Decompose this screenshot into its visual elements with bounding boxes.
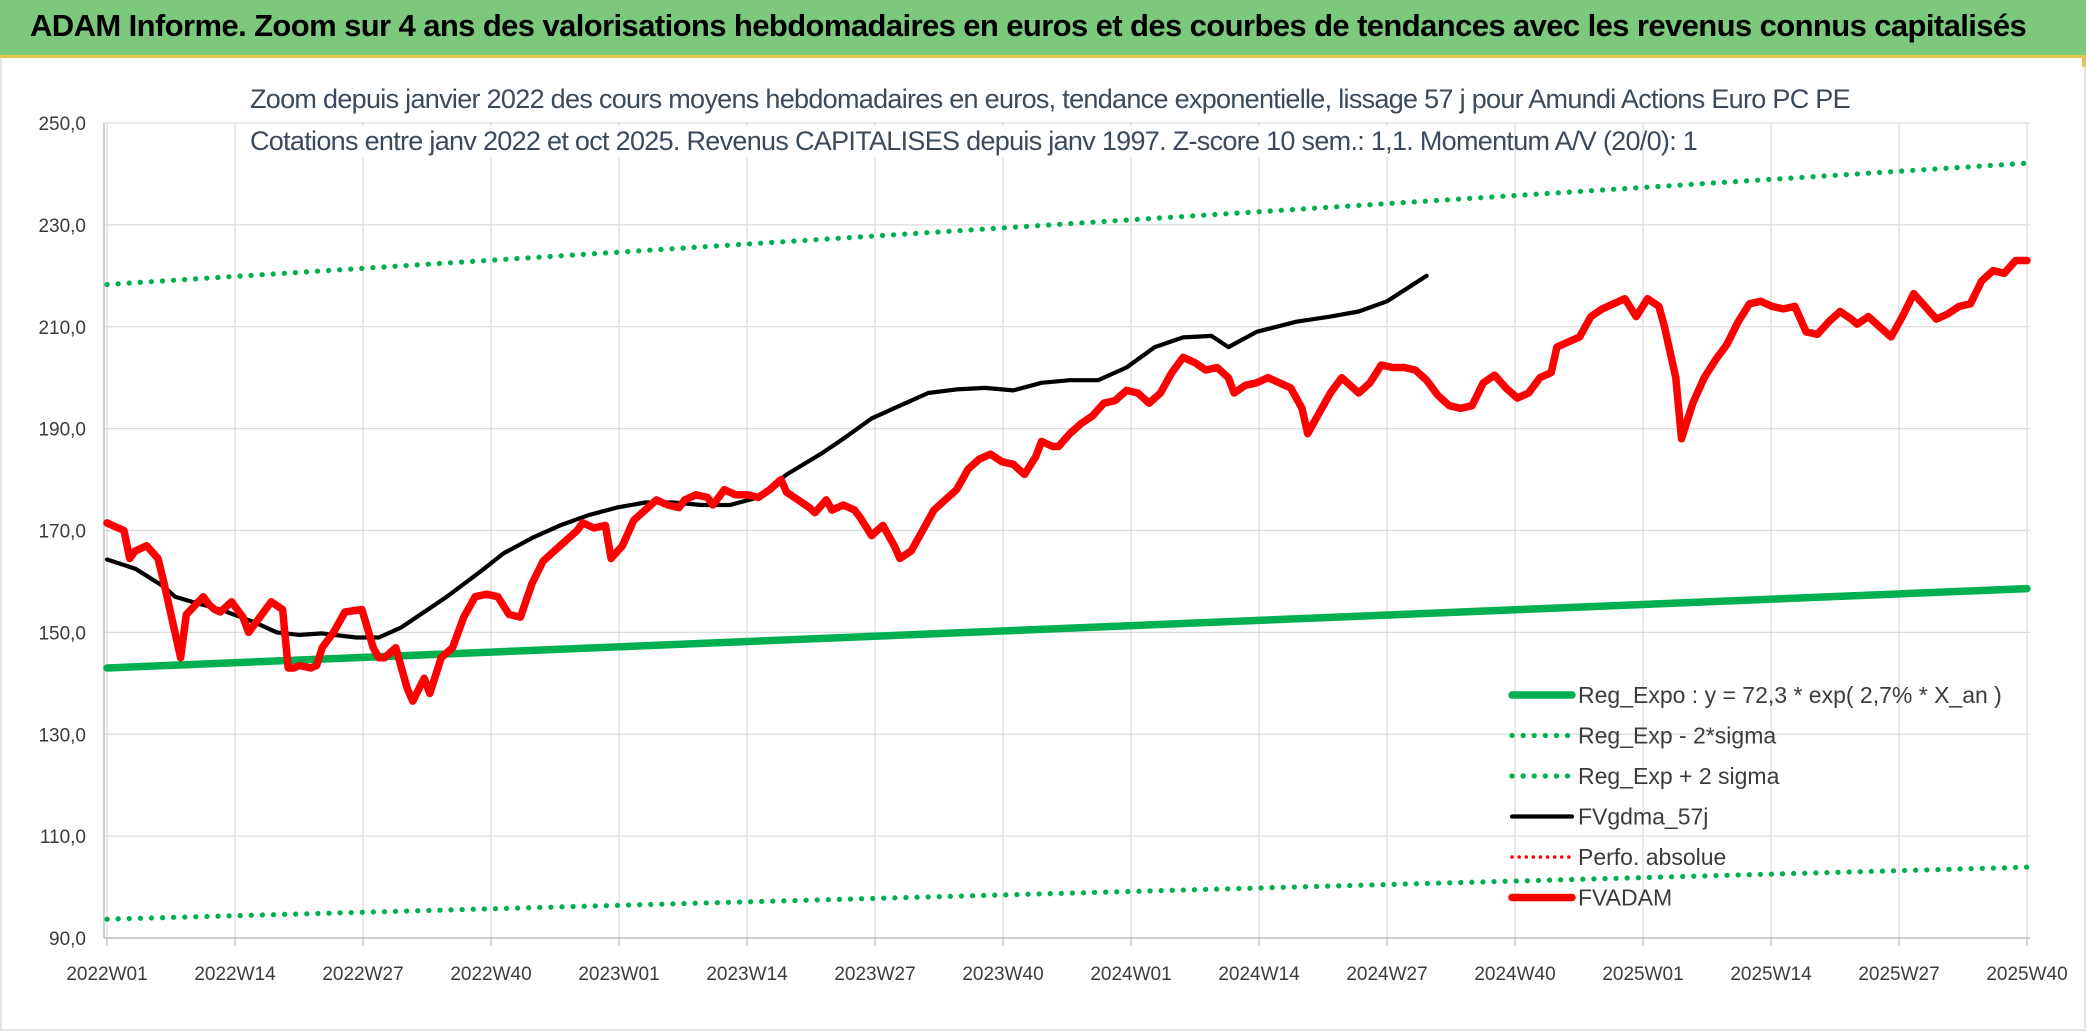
- legend-label: FVgdma_57j: [1578, 804, 1708, 830]
- fvgdma-57j-line: [104, 273, 1429, 640]
- fvadam-line: [103, 256, 2031, 705]
- x-tick-label: 2023W40: [962, 964, 1043, 985]
- axes: 90,0 110,0 130,0 150,0 170,0 190,0 210,0 230,0 2…: [38, 114, 2067, 985]
- y-tick-label: 190,0: [38, 420, 86, 441]
- y-tick-label: 110,0: [40, 827, 86, 848]
- x-tick-label: 2025W14: [1730, 964, 1812, 985]
- y-tick-label: 210,0: [38, 318, 86, 339]
- y-tick-label: 150,0: [38, 623, 86, 644]
- reg-expo-line: [103, 584, 2031, 672]
- y-tick-label: 170,0: [38, 522, 86, 543]
- x-tick-label: 2025W01: [1602, 964, 1683, 985]
- chart-title: Zoom depuis janvier 2022 des cours moyen…: [250, 84, 1851, 115]
- x-tick-label: 2023W01: [578, 964, 659, 985]
- y-tick-label: 230,0: [38, 216, 86, 237]
- legend-label: FVADAM: [1578, 885, 1672, 911]
- x-tick-label: 2022W27: [322, 964, 403, 985]
- x-tick-label: 2025W40: [1986, 964, 2067, 985]
- series-layer: [103, 160, 2031, 922]
- x-tick-label: 2022W14: [194, 964, 276, 985]
- reg-minus-2sigma-line: [104, 864, 2030, 922]
- reg-plus-2sigma-line: [104, 160, 2030, 288]
- x-tick-label: 2024W40: [1474, 964, 1555, 985]
- y-tick-label: 90,0: [49, 929, 86, 950]
- legend: Reg_Expo : y = 72,3 * exp( 2,7% * X_an )…: [1508, 682, 2002, 911]
- report-banner: ADAM Informe. Zoom sur 4 ans des valoris…: [0, 0, 2086, 58]
- legend-label: Reg_Exp + 2 sigma: [1578, 763, 1780, 789]
- y-tick-label: 250,0: [38, 114, 86, 135]
- legend-label: Perfo. absolue: [1578, 844, 1726, 870]
- x-tick-label: 2024W27: [1346, 964, 1427, 985]
- x-tick-label: 2024W14: [1218, 964, 1300, 985]
- grid-lines: [104, 122, 2030, 939]
- x-tick-label: 2022W40: [450, 964, 531, 985]
- x-tick-label: 2023W27: [834, 964, 915, 985]
- y-tick-label: 130,0: [38, 725, 86, 746]
- legend-label: Reg_Expo : y = 72,3 * exp( 2,7% * X_an ): [1578, 682, 2002, 708]
- legend-label: Reg_Exp - 2*sigma: [1578, 723, 1776, 749]
- x-tick-label: 2023W14: [706, 964, 788, 985]
- chart-subtitle: Cotations entre janv 2022 et oct 2025. R…: [250, 126, 1698, 157]
- report-title: ADAM Informe. Zoom sur 4 ans des valoris…: [30, 8, 2027, 43]
- x-tick-label: 2022W01: [66, 964, 147, 985]
- x-tick-label: 2024W01: [1090, 964, 1171, 985]
- accent-mark: [2082, 55, 2086, 67]
- x-tick-label: 2025W27: [1858, 964, 1939, 985]
